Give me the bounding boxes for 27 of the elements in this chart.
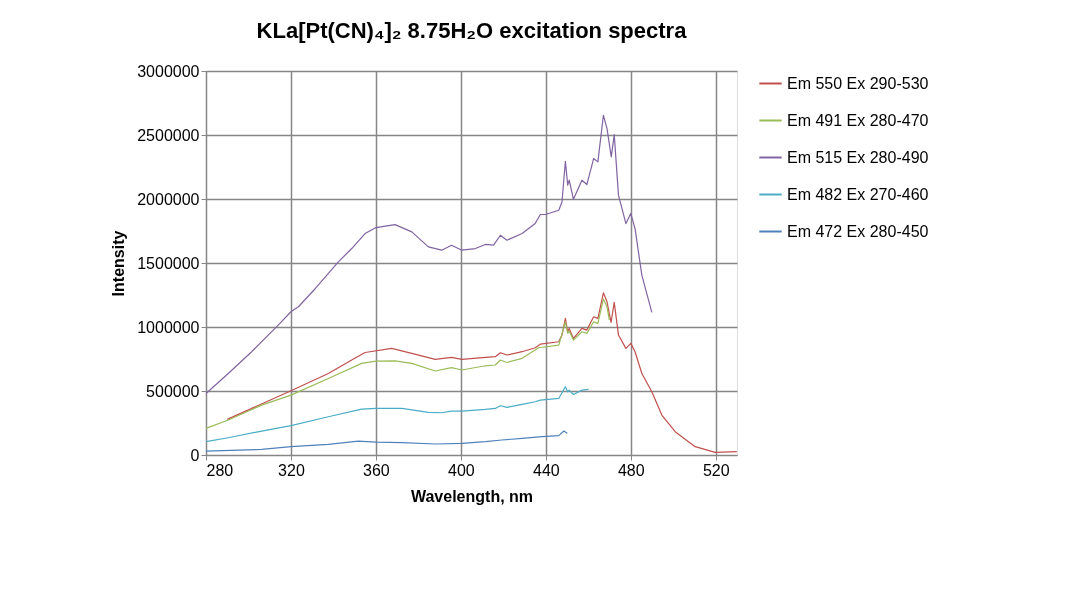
y-tick-label: 3000000	[137, 62, 200, 80]
line-series	[205, 386, 590, 443]
legend-label: Em 491 Ex 280-470	[787, 111, 929, 129]
y-tick-label: 2000000	[137, 190, 200, 208]
x-tick-label: 480	[617, 461, 645, 479]
x-axis-title: Wavelength, nm	[410, 487, 534, 505]
x-tick-label: 320	[278, 461, 305, 479]
legend-label: Em 550 Ex 290-530	[787, 74, 929, 92]
y-tick-label: 1000000	[137, 318, 200, 336]
y-axis-title: Intensity	[110, 230, 128, 297]
line-series	[226, 292, 738, 453]
legend-label: Em 515 Ex 280-490	[787, 148, 929, 166]
legend-label: Em 482 Ex 270-460	[787, 185, 929, 203]
x-tick-label: 520	[702, 461, 730, 479]
line-series	[205, 430, 568, 452]
x-tick-label: 400	[448, 461, 475, 479]
y-tick-label: 0	[190, 446, 200, 464]
line-series	[205, 298, 610, 429]
line-series	[205, 114, 653, 395]
y-tick-label: 500000	[146, 382, 200, 400]
x-tick-label: 440	[532, 461, 560, 479]
y-tick-label: 1500000	[137, 254, 200, 272]
chart-title: KLa[Pt(CN)₄]₂ 8.75H₂O excitation spectra	[256, 18, 688, 43]
y-tick-label: 2500000	[137, 126, 200, 144]
legend-label: Em 472 Ex 280-450	[787, 222, 929, 240]
x-tick-label: 360	[363, 461, 390, 479]
x-tick-label: 280	[206, 461, 234, 479]
